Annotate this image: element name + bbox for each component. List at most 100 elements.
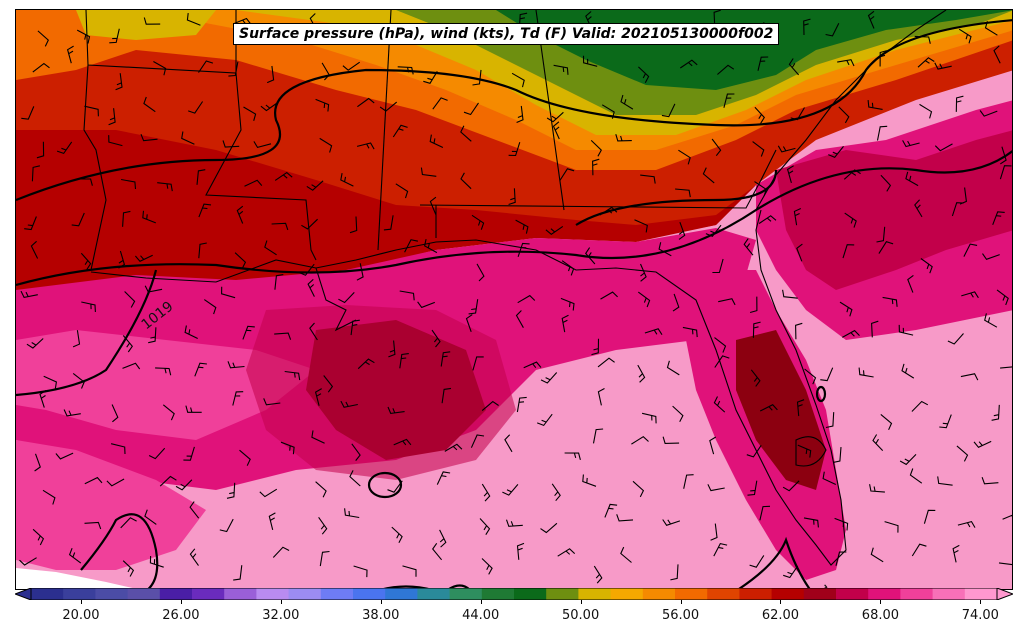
- wind-barb: [391, 526, 403, 544]
- wind-barb: [832, 447, 842, 463]
- wind-barb: [714, 355, 730, 368]
- wind-barb: [56, 141, 73, 155]
- wind-barb: [417, 301, 435, 309]
- colorbar-segment: [514, 588, 547, 600]
- wind-barb: [242, 325, 255, 340]
- wind-barb: [349, 216, 358, 234]
- wind-barb: [340, 172, 354, 187]
- colorbar-segment: [481, 588, 515, 600]
- wind-barb: [516, 105, 524, 124]
- wind-barb: [108, 135, 123, 147]
- isobar: [80, 513, 159, 589]
- wind-barb: [338, 292, 355, 304]
- wind-barb: [19, 557, 37, 566]
- wind-barb: [545, 225, 564, 235]
- wind-barb: [476, 263, 485, 282]
- wind-barb: [274, 332, 292, 340]
- wind-barb: [523, 361, 542, 369]
- wind-barb: [934, 62, 952, 70]
- wind-barb: [198, 242, 207, 259]
- dewpoint-map: 1019 10: [16, 10, 1012, 590]
- wind-barb: [749, 296, 758, 314]
- wind-barb: [31, 165, 41, 182]
- wind-barb: [515, 310, 524, 328]
- wind-barb: [560, 297, 575, 311]
- isobar-label: 10: [813, 582, 836, 590]
- wind-barb: [383, 215, 394, 231]
- wind-barb: [517, 294, 536, 304]
- colorbar-segment: [771, 588, 805, 600]
- isobars: [16, 19, 1012, 589]
- wind-barb: [679, 59, 698, 69]
- wind-barb: [319, 137, 333, 153]
- wind-barb: [21, 106, 35, 120]
- wind-barb: [947, 333, 964, 345]
- wind-barb: [914, 199, 923, 218]
- wind-barb: [30, 240, 39, 259]
- wind-barb: [148, 447, 166, 460]
- wind-barb: [110, 443, 126, 455]
- wind-barb: [639, 263, 647, 282]
- wind-barb: [638, 66, 650, 83]
- wind-barb: [221, 286, 236, 299]
- wind-barb: [472, 356, 484, 371]
- wind-barb: [189, 501, 200, 519]
- wind-barb: [882, 296, 898, 307]
- wind-barb: [958, 28, 972, 44]
- wind-barb: [460, 172, 472, 190]
- wind-barb: [321, 62, 330, 81]
- wind-barb: [678, 222, 686, 240]
- wind-barb: [122, 335, 133, 353]
- wind-barb: [402, 565, 417, 577]
- wind-barb: [951, 202, 964, 217]
- wind-barb: [203, 299, 217, 315]
- wind-barb: [63, 409, 81, 417]
- colorbar-tick-mark: [580, 600, 582, 604]
- wind-barb: [911, 543, 927, 557]
- wind-barb: [236, 205, 244, 224]
- wind-barb: [340, 400, 358, 408]
- wind-barb: [388, 340, 396, 358]
- coastline: [90, 209, 847, 566]
- colorbar-arrow-left: [15, 588, 32, 600]
- wind-barb: [71, 212, 85, 227]
- wind-barb: [960, 373, 979, 381]
- state-border: [419, 149, 777, 209]
- colorbar-tick-label: 56.00: [661, 608, 700, 623]
- wind-barb: [682, 326, 698, 338]
- wind-barb: [561, 314, 569, 333]
- colorbar-tick-label: 74.00: [961, 608, 999, 623]
- wind-barb: [835, 551, 847, 566]
- wind-barb: [553, 64, 569, 75]
- wind-barb: [106, 478, 125, 487]
- wind-barb: [511, 72, 525, 88]
- wind-barb: [754, 106, 765, 124]
- wind-barb: [592, 428, 604, 444]
- wind-barb: [344, 508, 360, 519]
- colorbar-tick-mark: [480, 600, 482, 604]
- colorbar-segment: [385, 588, 418, 600]
- wind-barb: [637, 291, 651, 308]
- wind-barb: [481, 558, 493, 575]
- colorbar-segment: [417, 588, 451, 600]
- wind-barb: [162, 404, 175, 421]
- wind-barb: [84, 521, 102, 530]
- colorbar-tick-label: 20.00: [62, 608, 100, 623]
- wind-barb: [188, 101, 204, 114]
- isobar: [736, 536, 811, 589]
- wind-barb: [319, 550, 330, 567]
- wind-barb: [839, 301, 853, 317]
- wind-barb: [72, 372, 85, 389]
- wind-barb: [869, 484, 885, 493]
- wind-barb: [404, 239, 419, 253]
- wind-barb: [993, 45, 1001, 64]
- wind-barb: [351, 443, 361, 461]
- wind-barb: [593, 565, 603, 584]
- wind-barb: [1000, 366, 1012, 369]
- wind-barb: [961, 291, 979, 299]
- wind-barb: [440, 351, 451, 367]
- wind-barb: [837, 59, 855, 67]
- wind-barb: [122, 362, 141, 370]
- dewpoint-region-florida-dark: [736, 330, 826, 490]
- wind-barb: [155, 367, 172, 376]
